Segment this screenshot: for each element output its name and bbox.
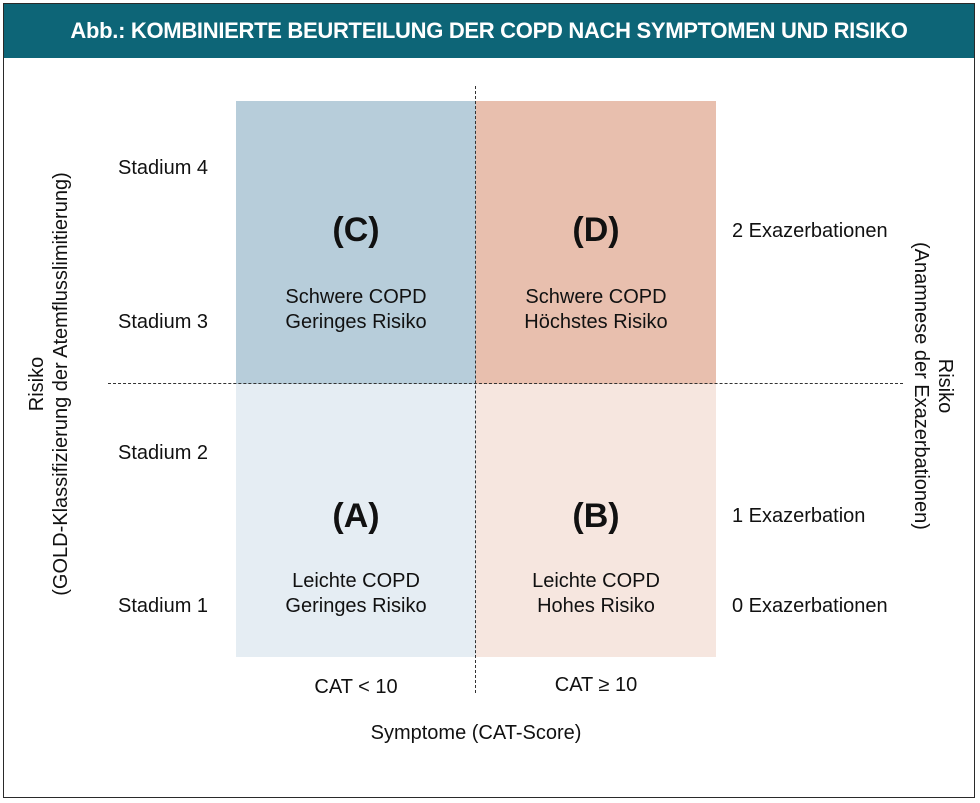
quadrant-d-description: Schwere COPD Höchstes Risiko — [476, 285, 716, 335]
quadrant-b: (B) Leichte COPD Hohes Risiko — [476, 384, 716, 657]
stage-4-label: Stadium 4 — [118, 157, 209, 179]
quadrant-a-letter: (A) — [332, 497, 380, 535]
quadrant-c-letter: (C) — [332, 211, 380, 249]
exacerbations-2-label: 2 Exazerbationen — [732, 220, 888, 242]
cat-low-label: CAT < 10 — [314, 676, 398, 698]
quadrant-b-description: Leichte COPD Hohes Risiko — [476, 569, 716, 619]
quadrant-a-line2: Geringes Risiko — [285, 595, 427, 617]
quadrant-d-line1: Schwere COPD — [525, 286, 667, 308]
quadrant-d-line2: Höchstes Risiko — [524, 311, 668, 333]
quadrant-c-line1: Schwere COPD — [285, 286, 427, 308]
quadrant-d: (D) Schwere COPD Höchstes Risiko — [476, 101, 716, 384]
right-axis-line1: Risiko — [934, 358, 956, 414]
x-axis-label: Symptome (CAT-Score) — [370, 722, 582, 744]
figure-title: Abb.: KOMBINIERTE BEURTEILUNG DER COPD N… — [4, 4, 974, 58]
vertical-divider — [475, 86, 476, 693]
left-axis-label: Risiko (GOLD-Klassifizierung der Atemflu… — [25, 84, 75, 684]
cat-high-label: CAT ≥ 10 — [554, 674, 638, 696]
figure-frame: Abb.: KOMBINIERTE BEURTEILUNG DER COPD N… — [3, 3, 975, 798]
quadrant-a-line1: Leichte COPD — [292, 570, 420, 592]
quadrant-a: (A) Leichte COPD Geringes Risiko — [236, 384, 476, 657]
exacerbations-0-label: 0 Exazerbationen — [732, 595, 888, 617]
stage-1-label: Stadium 1 — [118, 595, 209, 617]
left-axis-line1: Risiko — [26, 356, 48, 412]
right-axis-line2: (Anamnese der Exazerbationen) — [910, 242, 932, 530]
quadrant-c-description: Schwere COPD Geringes Risiko — [236, 285, 476, 335]
quadrant-c: (C) Schwere COPD Geringes Risiko — [236, 101, 476, 384]
left-axis-line2: (GOLD-Klassifizierung der Atemflusslimit… — [50, 172, 72, 596]
right-axis-label: Risiko (Anamnese der Exazerbationen) — [907, 186, 957, 586]
horizontal-divider — [108, 383, 903, 384]
stage-3-label: Stadium 3 — [118, 311, 209, 333]
quadrant-b-line1: Leichte COPD — [532, 570, 660, 592]
stage-2-label: Stadium 2 — [118, 442, 209, 464]
quadrant-a-description: Leichte COPD Geringes Risiko — [236, 569, 476, 619]
exacerbations-1-label: 1 Exazerbation — [732, 505, 866, 527]
quadrant-b-letter: (B) — [572, 497, 620, 535]
quadrant-c-line2: Geringes Risiko — [285, 311, 427, 333]
quadrant-b-line2: Hohes Risiko — [537, 595, 655, 617]
quadrant-d-letter: (D) — [572, 211, 620, 249]
